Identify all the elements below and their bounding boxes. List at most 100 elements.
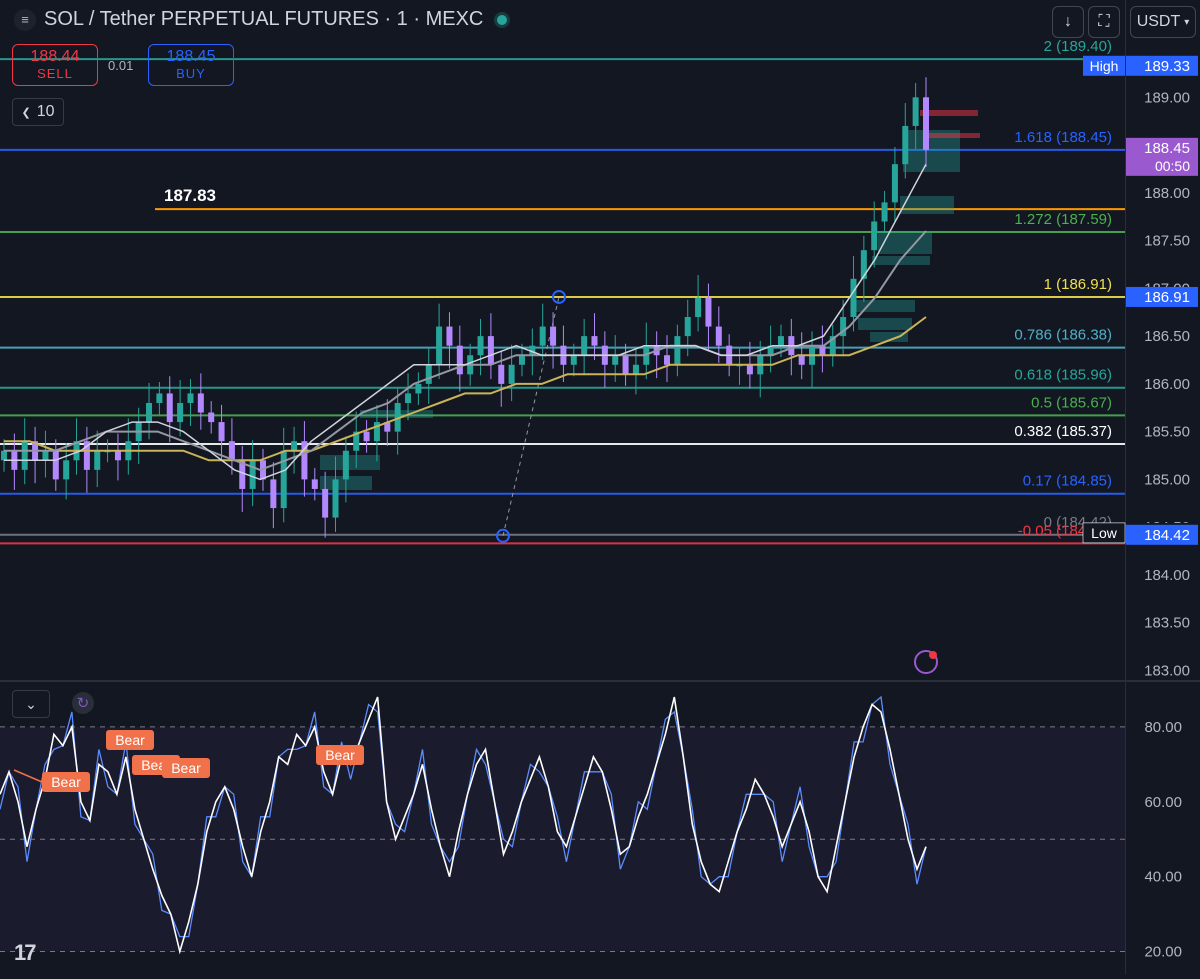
chevron-down-icon: ⌄: [25, 695, 37, 712]
currency-label: USDT: [1136, 13, 1181, 30]
candle-body: [829, 336, 836, 356]
horizontal-line-label: 187.83: [164, 186, 216, 205]
fullscreen-icon[interactable]: ⛶: [1088, 6, 1120, 38]
collapse-pane-button[interactable]: ⌄: [12, 690, 50, 718]
candle-body: [591, 336, 598, 346]
symbol-title[interactable]: ≡ SOL / Tether PERPETUAL FUTURES · 1 · M…: [14, 8, 508, 31]
candle-body: [291, 441, 298, 451]
candle-body: [187, 393, 194, 403]
sell-button[interactable]: 188.44 SELL: [12, 44, 98, 86]
price-marker-bg: [1126, 137, 1198, 176]
lots-toggle[interactable]: ❮ 10: [12, 98, 64, 126]
fib-label: 0.5 (185.67): [1031, 394, 1112, 411]
candle-body: [52, 450, 59, 480]
candle-body: [436, 326, 443, 365]
candle-body: [477, 336, 484, 356]
fib-anchor-low: [496, 528, 510, 543]
candle-body: [612, 355, 619, 365]
bear-badge-bg: [162, 758, 210, 778]
candle-body: [63, 460, 70, 480]
candle-body: [695, 297, 702, 318]
price-tick-label: 186.50: [1144, 328, 1190, 345]
price-marker-value: 188.45: [1144, 140, 1190, 157]
candle-body: [881, 202, 888, 222]
candle-body: [622, 355, 629, 375]
candle-body: [860, 250, 867, 279]
price-tick-label: 183.50: [1144, 615, 1190, 632]
price-marker-label: High: [1090, 58, 1119, 74]
price-marker-bg: [1126, 524, 1198, 545]
bear-connector: [13, 769, 43, 783]
candle-body: [197, 393, 204, 413]
price-marker-value: 184.42: [1144, 527, 1190, 544]
candle-body: [487, 336, 494, 365]
rsi-tick-label: 80.00: [1144, 719, 1182, 736]
candle-body: [177, 402, 184, 423]
volume-profile-bar: [870, 332, 908, 342]
arrow-down-icon[interactable]: ↓: [1052, 6, 1084, 38]
price-tick-label: 187.50: [1144, 233, 1190, 250]
tradingview-logo-icon: 17: [14, 940, 37, 965]
price-tick-label: 184.00: [1144, 567, 1190, 584]
ma-mid-line: [4, 230, 927, 471]
alert-dot: [929, 651, 937, 659]
sell-price: 188.44: [30, 48, 80, 65]
bear-badge-label: Bear: [51, 774, 81, 790]
candle-body: [156, 393, 163, 403]
candle-body: [912, 97, 919, 126]
rsi-tick-label: 40.00: [1144, 869, 1182, 886]
candle-body: [777, 336, 784, 346]
candle-body: [322, 488, 329, 518]
price-tick-label: 189.00: [1144, 89, 1190, 106]
chevron-down-icon: ▾: [1184, 16, 1190, 28]
currency-select[interactable]: USDT ▾: [1130, 6, 1196, 38]
volume-profile-bar: [900, 196, 954, 214]
bear-badge-bg: [106, 730, 154, 750]
candle-body: [840, 317, 847, 337]
alert-icon: [914, 650, 938, 674]
candle-body: [632, 364, 639, 375]
collapse-icon: ❮: [21, 106, 31, 119]
candle-body: [332, 479, 339, 518]
candle-body: [715, 326, 722, 346]
fib-anchor-high: [552, 289, 566, 304]
rsi-tick-label: 60.00: [1144, 794, 1182, 811]
refresh-icon[interactable]: ↻: [72, 692, 94, 714]
bear-badge-label: Bear: [325, 747, 355, 763]
bear-badge-label: Bear: [171, 760, 201, 776]
candle-body: [146, 402, 153, 423]
price-tick-label: 185.50: [1144, 424, 1190, 441]
fib-label: 0.618 (185.96): [1014, 367, 1112, 384]
candle-body: [798, 355, 805, 365]
price-marker-value: 186.91: [1144, 289, 1190, 306]
fib-label: 1.272 (187.59): [1014, 211, 1112, 228]
candle-body: [342, 450, 349, 480]
candle-body: [42, 450, 49, 461]
candle-body: [270, 479, 277, 509]
candle-body: [114, 450, 121, 461]
fib-label: 2 (189.40): [1044, 38, 1112, 55]
candle-body: [923, 97, 929, 150]
candle-body: [550, 326, 557, 346]
candle-body: [239, 460, 246, 489]
candle-body: [218, 422, 225, 442]
candle-body: [415, 383, 422, 394]
price-tick-label: 183.00: [1144, 662, 1190, 679]
ma-fast-line: [4, 163, 927, 481]
bear-badge-bg: [42, 772, 90, 792]
candle-body: [508, 364, 515, 384]
candle-body: [581, 336, 588, 356]
candle-body: [539, 326, 546, 346]
candle-body: [767, 345, 774, 356]
volume-profile-bar: [320, 455, 380, 470]
candle-body: [518, 355, 525, 365]
candle-body: [446, 326, 453, 346]
candle-body: [394, 402, 401, 432]
buy-button[interactable]: 188.45 BUY: [148, 44, 234, 86]
price-tick-label: 188.00: [1144, 185, 1190, 202]
price-tick-label: 185.00: [1144, 471, 1190, 488]
market-status-icon: [497, 14, 508, 25]
candle-body: [529, 345, 536, 356]
